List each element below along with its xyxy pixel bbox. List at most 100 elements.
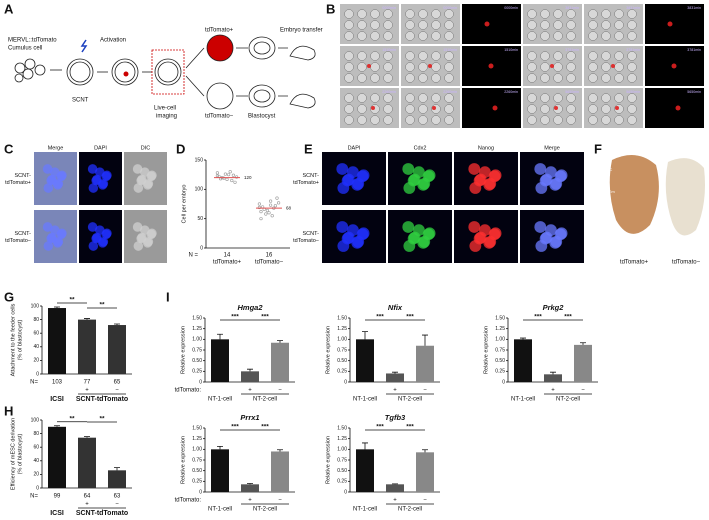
group-label: NT-2-cell — [398, 397, 422, 403]
embryo — [540, 73, 550, 83]
signal — [432, 106, 436, 110]
nucleus — [43, 241, 54, 251]
bar — [271, 451, 289, 492]
error-bar — [114, 467, 120, 471]
timestamp: 1510min — [504, 48, 518, 52]
y-tick-label: 0.75 — [337, 347, 347, 353]
significance: *** — [231, 424, 239, 431]
signal — [371, 106, 375, 110]
group-label: tdTomato− — [205, 114, 234, 120]
embryo — [588, 20, 598, 30]
y-tick-label: 1.50 — [192, 315, 202, 321]
panel-letter: I — [166, 289, 170, 304]
bar — [48, 426, 66, 488]
y-tick-label: 1.00 — [337, 447, 347, 453]
error-bar — [362, 442, 368, 450]
nucleus — [484, 235, 497, 248]
y-tick-label: 0.25 — [337, 369, 347, 375]
y-axis-label: Attachment to the feeder cells — [10, 303, 16, 376]
region-label: ExEm — [604, 189, 615, 194]
embryo — [405, 9, 415, 19]
embryo — [405, 62, 415, 72]
signal — [484, 21, 490, 27]
embryo — [383, 20, 393, 30]
panel-letter: F — [594, 141, 602, 156]
embryo — [588, 31, 598, 41]
nucleus — [57, 170, 67, 181]
y-tick-label: 0 — [344, 379, 347, 385]
nucleus — [550, 235, 563, 248]
n-value: 16 — [266, 253, 273, 259]
embryo — [444, 115, 454, 125]
point — [257, 205, 262, 210]
embryo — [357, 104, 367, 114]
y-tick-label: 0.50 — [192, 358, 202, 364]
bar — [108, 470, 126, 488]
column-header: Nanog — [478, 145, 494, 151]
signal — [615, 106, 619, 110]
x-tick-label: tdTomato− — [255, 260, 284, 266]
nucleus — [408, 231, 421, 244]
y-tick-label: 1.25 — [337, 326, 347, 332]
y-tick-label: 50 — [197, 216, 203, 222]
embryo — [405, 31, 415, 41]
timestamp: 1510min — [443, 48, 457, 52]
point — [227, 173, 231, 177]
nucleus — [47, 174, 57, 185]
y-tick-label: 0 — [502, 379, 505, 385]
bar-mark: − — [278, 388, 282, 394]
embryo — [383, 73, 393, 83]
embryo — [588, 51, 598, 61]
point — [228, 170, 232, 174]
embryo — [418, 73, 428, 83]
point — [222, 176, 226, 180]
point — [215, 174, 219, 178]
embryo — [553, 73, 563, 83]
significance: *** — [534, 314, 542, 321]
nucleus — [469, 240, 482, 252]
timestamp: 0000min — [382, 6, 396, 10]
embryo — [405, 115, 415, 125]
nucleus — [469, 182, 482, 194]
mean-label: 120 — [244, 175, 252, 180]
embryo — [383, 51, 393, 61]
panel-letter: C — [4, 141, 14, 156]
nucleus — [357, 227, 370, 240]
y-tick-label: 0 — [36, 485, 39, 491]
signal — [428, 64, 432, 68]
bar — [211, 449, 229, 492]
embryo — [566, 115, 576, 125]
nucleus — [489, 169, 502, 182]
embryo — [370, 93, 380, 103]
significance: ** — [69, 297, 75, 304]
signal — [611, 64, 615, 68]
embryo — [344, 62, 354, 72]
nucleus — [337, 240, 350, 252]
embryo — [553, 51, 563, 61]
timestamp: 0000min — [504, 6, 518, 10]
group-label: ICSI — [50, 510, 64, 517]
column-header: Cdx2 — [414, 145, 427, 151]
nucleus — [132, 164, 143, 174]
nucleus — [535, 182, 548, 194]
embryo — [383, 115, 393, 125]
embryo — [553, 115, 563, 125]
row-label: tdTomato− — [293, 238, 319, 244]
bar — [386, 373, 404, 382]
nucleus — [50, 167, 60, 177]
column-header: DAPI — [94, 145, 107, 151]
embryo — [527, 9, 537, 19]
embryo — [357, 20, 367, 30]
embryo — [588, 93, 598, 103]
bar — [514, 339, 532, 382]
row-label: SCNT- — [15, 231, 32, 237]
nucleus — [47, 232, 57, 243]
bar — [574, 344, 592, 382]
y-tick-label: 60 — [33, 331, 39, 337]
embryo — [553, 93, 563, 103]
embryo — [527, 115, 537, 125]
bar — [271, 342, 289, 382]
nucleus — [403, 240, 416, 252]
y-axis-label: (% of blastocyst) — [17, 320, 23, 361]
chart-title: Prkg2 — [543, 303, 565, 312]
